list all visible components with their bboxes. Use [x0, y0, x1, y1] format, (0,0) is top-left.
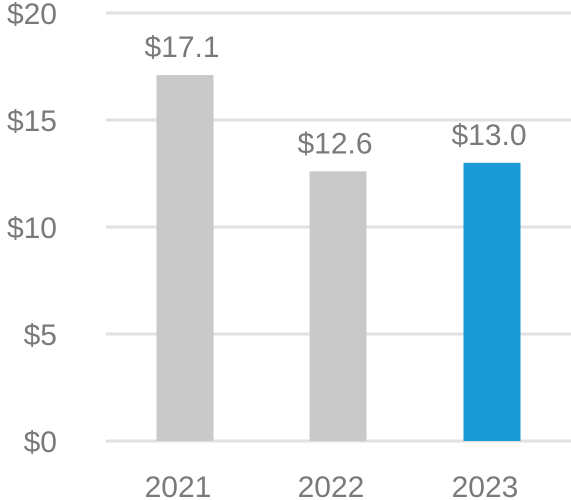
x-tick-label-2021: 2021 — [145, 471, 212, 500]
y-tick-label: $10 — [7, 212, 57, 245]
bar-2021 — [156, 75, 214, 441]
x-tick-label-2023: 2023 — [452, 471, 519, 500]
x-tick-label-2022: 2022 — [298, 471, 365, 500]
bar-2022 — [309, 171, 367, 442]
bars — [156, 75, 521, 442]
x-axis-tick-labels: 2021 2022 2023 — [145, 471, 519, 500]
data-labels: $17.1 $12.6 $13.0 — [144, 31, 526, 160]
data-label-2023: $13.0 — [451, 119, 526, 152]
data-label-2022: $12.6 — [297, 127, 372, 160]
y-tick-label: $5 — [24, 319, 57, 352]
data-label-2021: $17.1 — [144, 31, 219, 64]
y-tick-label: $20 — [7, 0, 57, 31]
y-tick-label: $0 — [24, 426, 57, 459]
bar-2023 — [463, 162, 521, 442]
y-axis-tick-labels: $0 $5 $10 $15 $20 — [7, 0, 57, 459]
y-tick-label: $15 — [7, 105, 57, 138]
